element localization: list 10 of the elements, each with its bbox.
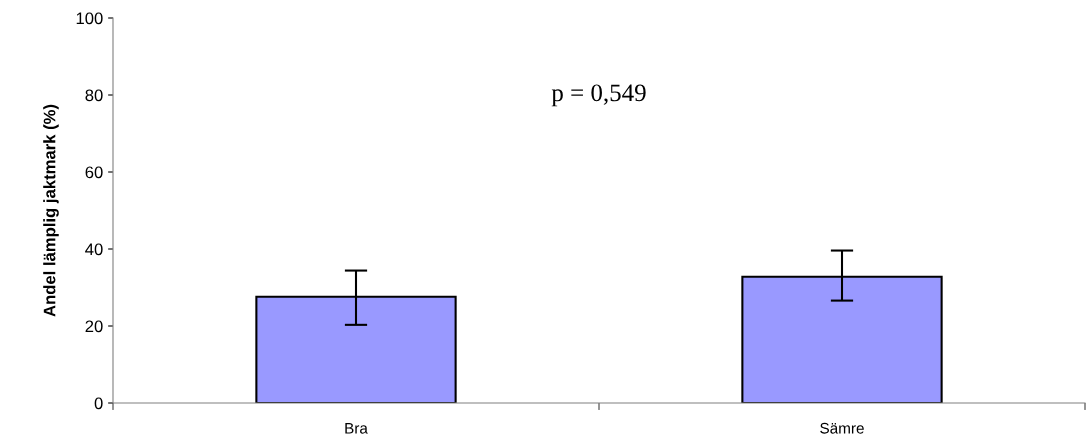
- y-tick-label: 20: [85, 320, 103, 333]
- y-tick-label: 40: [85, 243, 103, 256]
- y-tick-label: 80: [85, 89, 103, 102]
- y-tick-label: 60: [85, 166, 103, 179]
- annotation: p = 0,549: [551, 84, 646, 107]
- y-tick-label: 0: [94, 397, 103, 410]
- x-tick-label: Bra: [345, 423, 368, 434]
- y-axis-title: Andel lämplig jaktmark (%): [43, 104, 59, 317]
- x-tick-label: Sämre: [820, 422, 864, 434]
- y-tick-label: 100: [76, 12, 103, 25]
